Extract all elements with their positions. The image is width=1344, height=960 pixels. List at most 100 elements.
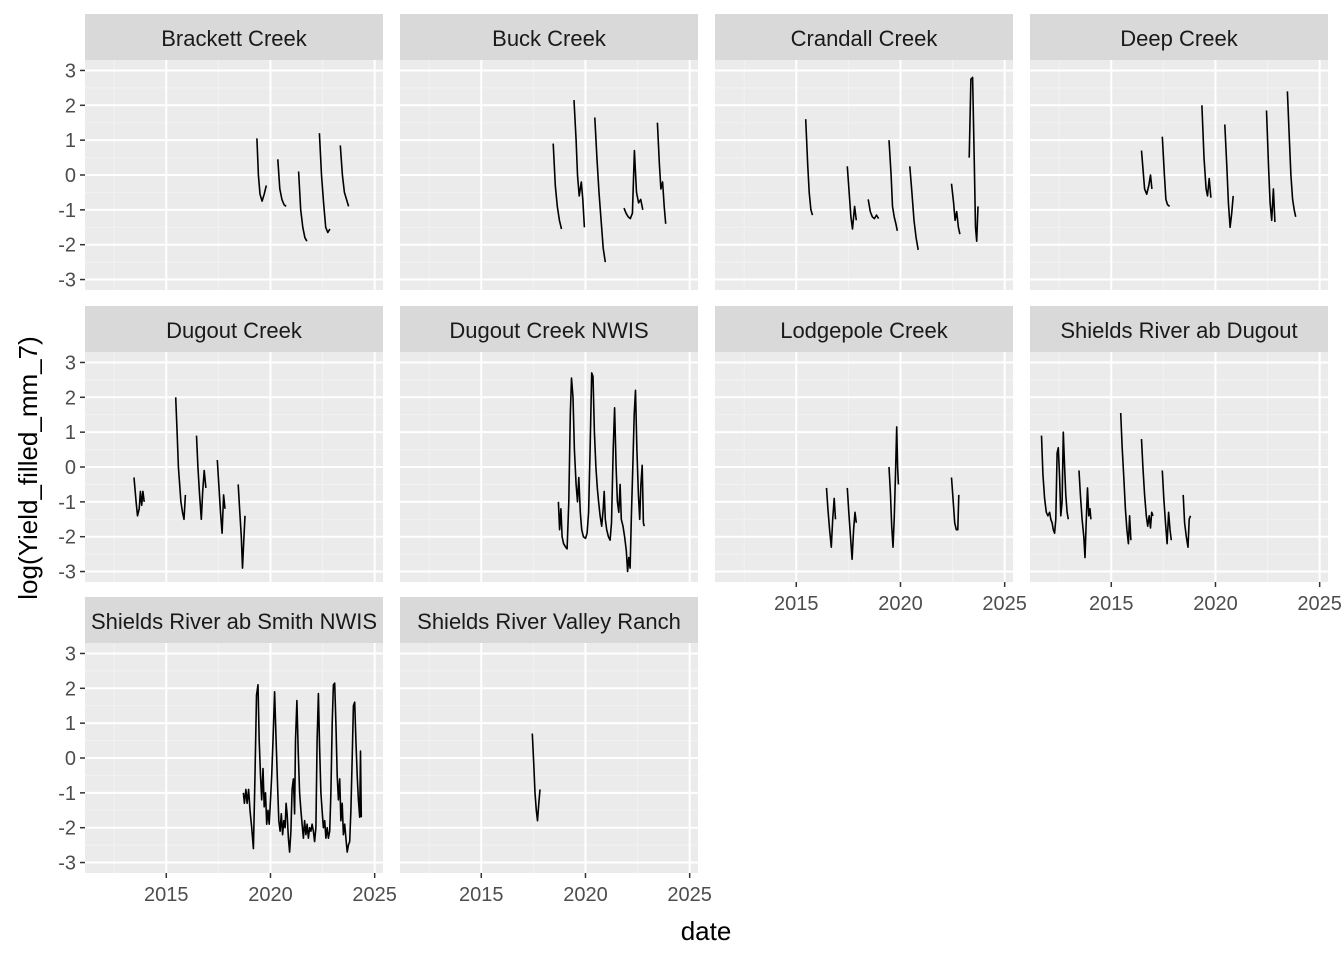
series-line <box>804 119 814 216</box>
facet-strip-label: Lodgepole Creek <box>780 318 949 343</box>
series-line <box>573 100 586 228</box>
series-line <box>1286 91 1297 217</box>
facet-strip <box>85 14 383 60</box>
x-tick-label: 2025 <box>1297 593 1342 615</box>
facet-strip <box>715 14 1013 60</box>
series-line <box>133 477 145 517</box>
y-axes: 3 2 1 0 -1 -2 -3 3 2 1 0 -1 -2 -3 3 2 1 0 -1 -2 -3 <box>58 60 85 875</box>
x-tick-label: 2025 <box>667 884 712 906</box>
y-tick-label: 3 <box>65 643 76 665</box>
series-line <box>656 122 667 224</box>
facet-strip <box>400 597 698 643</box>
y-tick-label: 0 <box>65 165 76 187</box>
x-tick-label: 2020 <box>563 884 608 906</box>
series-line <box>1224 124 1234 229</box>
facet-strip-label: Shields River Valley Ranch <box>417 609 681 634</box>
facet-panel: Shields River Valley Ranch <box>400 597 698 873</box>
facet-strip-label: Buck Creek <box>492 26 607 51</box>
series-line <box>1265 110 1276 223</box>
series-line <box>1182 494 1192 548</box>
x-tick-label: 2025 <box>982 593 1027 615</box>
facet-panel: Shields River ab Smith NWIS <box>85 597 383 873</box>
y-tick-label: 2 <box>65 387 76 409</box>
y-tick-label: -1 <box>58 200 76 222</box>
x-axes: 2015 2020 2025 2015 2020 2025 2015 2020 2025 2015… <box>144 582 1342 906</box>
series-line <box>195 435 207 521</box>
y-tick-label: 1 <box>65 422 76 444</box>
facet-panels: Brackett Creek Buck Creek Crandall Creek De… <box>85 14 1328 873</box>
facet-panel: Buck Creek <box>400 14 698 290</box>
facet-strip <box>85 306 383 352</box>
series-line <box>1161 470 1173 545</box>
facet-strip-label: Brackett Creek <box>161 26 307 51</box>
series-line <box>968 76 979 242</box>
facet-strip <box>1030 306 1328 352</box>
facet-panel: Brackett Creek <box>85 14 383 290</box>
x-tick-label: 2020 <box>1193 593 1238 615</box>
x-axis-title: date <box>681 916 732 946</box>
x-tick-label: 2015 <box>459 884 504 906</box>
y-tick-label: -1 <box>58 783 76 805</box>
y-tick-label: 1 <box>65 713 76 735</box>
x-tick-label: 2020 <box>878 593 923 615</box>
facet-strip-label: Shields River ab Dugout <box>1060 318 1297 343</box>
series-line <box>256 138 268 202</box>
series-line <box>888 426 900 548</box>
series-line <box>950 183 961 235</box>
y-tick-label: -3 <box>58 270 76 292</box>
x-tick-label: 2015 <box>1089 593 1134 615</box>
series-line <box>1140 439 1154 529</box>
facet-panel: Crandall Creek <box>715 14 1013 290</box>
y-tick-label: -3 <box>58 853 76 875</box>
series-line <box>339 145 350 207</box>
series-line <box>237 484 246 569</box>
facet-strip <box>400 306 698 352</box>
facet-strip-label: Dugout Creek NWIS <box>449 318 648 343</box>
y-tick-label: 0 <box>65 748 76 770</box>
facet-panel: Shields River ab Dugout <box>1030 306 1328 582</box>
y-tick-label: -2 <box>58 527 76 549</box>
facet-panel: Deep Creek <box>1030 14 1328 290</box>
series-line <box>277 159 287 208</box>
facet-strip <box>400 14 698 60</box>
y-tick-label: 3 <box>65 352 76 374</box>
y-tick-label: -3 <box>58 562 76 584</box>
facet-panel: Dugout Creek NWIS <box>400 306 698 582</box>
series-line <box>1161 136 1171 208</box>
x-tick-label: 2015 <box>144 884 189 906</box>
x-tick-label: 2025 <box>352 884 397 906</box>
y-tick-label: -1 <box>58 492 76 514</box>
series-line <box>297 171 308 242</box>
facet-strip-label: Deep Creek <box>1120 26 1238 51</box>
series-line <box>318 133 331 234</box>
series-line <box>888 140 899 231</box>
series-line <box>909 166 919 251</box>
series-line <box>174 397 187 521</box>
y-axis-title: log(Yield_filled_mm_7) <box>13 336 43 600</box>
series-line <box>623 149 644 220</box>
series-line <box>1119 412 1132 545</box>
series-line <box>825 487 837 548</box>
facet-panel: Dugout Creek <box>85 306 383 582</box>
y-tick-label: 0 <box>65 457 76 479</box>
series-line <box>242 682 363 853</box>
series-line <box>867 199 880 220</box>
series-line <box>552 143 563 230</box>
facet-panel: Lodgepole Creek <box>715 306 1013 582</box>
series-line <box>1078 470 1092 559</box>
series-line <box>950 477 960 531</box>
x-tick-label: 2020 <box>248 884 293 906</box>
series-line <box>594 117 607 263</box>
series-line <box>531 733 541 822</box>
series-line <box>216 459 226 534</box>
series-line <box>1201 105 1212 198</box>
series-line <box>1040 431 1070 534</box>
y-tick-label: -2 <box>58 235 76 257</box>
facet-strip <box>1030 14 1328 60</box>
series-line <box>1140 150 1153 195</box>
facet-strip-label: Dugout Creek <box>166 318 303 343</box>
y-tick-label: 2 <box>65 95 76 117</box>
facet-strip-label: Crandall Creek <box>791 26 939 51</box>
y-tick-label: 3 <box>65 60 76 82</box>
